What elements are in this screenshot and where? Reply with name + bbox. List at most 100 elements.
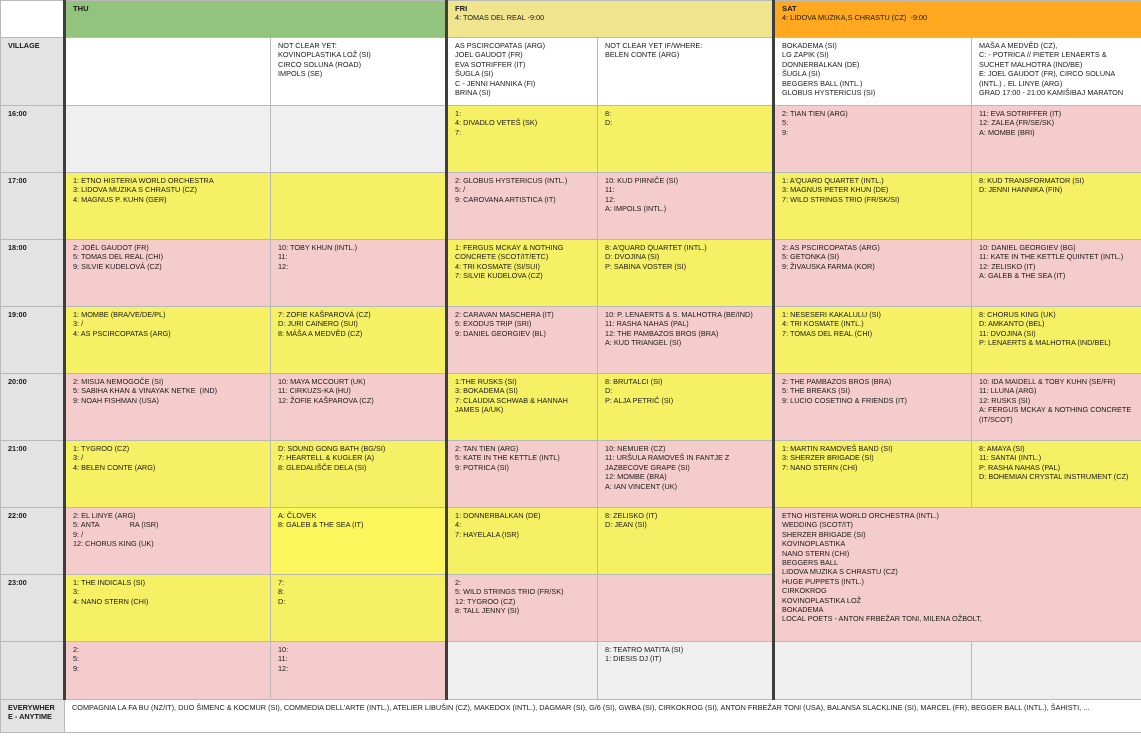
cell: 10: 11: 12: — [269, 641, 448, 700]
act-entry: D: JEAN (SI) — [605, 520, 647, 530]
act-entry: 11: DVOJINA (SI) — [979, 328, 1036, 338]
time-row: 22:00 2: EL LINYE (ARG) 5: ANTA RA (ISR) 9… — [0, 507, 1141, 642]
time-label: 16:00 — [0, 105, 65, 173]
everywhere-label: EVERYWHER E - ANYTIME — [0, 699, 65, 733]
act-entry: 1: A'QUARD QUARTET (INTL.) — [782, 176, 884, 185]
act-entry: 9: LUCIO COSETINO & FRIENDS (IT) — [782, 395, 907, 405]
act-entry: 2: EL LINYE (ARG) — [73, 511, 136, 520]
act-entry: LG ZAPIK (SI) — [782, 50, 829, 60]
day-name-thu: THU — [73, 4, 89, 13]
act-entry: P: SABINA VOSTER (SI) — [605, 261, 687, 271]
act-entry: 8: KUD TRANSFORMATOR (SI) — [979, 176, 1085, 185]
cell — [772, 641, 973, 700]
act-entry: 7: HEARTELL & KUGLER (A) — [278, 453, 375, 463]
act-entry: D: SOUND GONG BATH (BG/SI) — [278, 444, 386, 453]
time-label: 23:00 — [0, 574, 65, 642]
act-entry: 2: THE PAMBAZOS BROS (BRA) — [782, 377, 892, 386]
act-entry: 3: SHERZER BRIGADE (SI) — [782, 453, 874, 463]
act-entry: 8: AMAYA (SI) — [979, 444, 1025, 453]
act-entry: 7: — [455, 127, 462, 137]
cell: 8: TEATRO MATITA (SI) 1: DIESIS DJ (IT) — [597, 641, 775, 700]
cell — [445, 641, 599, 700]
act-entry: CIRCO SOLUNA (ROAD) — [278, 59, 362, 69]
act-entry: GLOBUS HYSTERICUS (SI) — [782, 88, 876, 98]
act-entry: 2: — [73, 645, 80, 654]
act-entry: 5: ANTA RA (ISR) — [73, 520, 159, 530]
act-entry: 11: — [278, 252, 288, 262]
cell: 1: MOMBE (BRA/VE/DE/PL) 3: /4: AS PSCIRCO… — [63, 306, 271, 374]
act-entry: 2: TAN TIEN (ARG) — [455, 444, 519, 453]
cell: MAŠA A MEDVĚD (CZ), C: - POTRICA // PIETE… — [971, 37, 1141, 106]
act-entry: ETNO HISTERIA WORLD ORCHESTRA (INTL.) — [782, 511, 939, 520]
act-entry: 8: — [278, 587, 285, 597]
act-entry: 1: DIESIS DJ (IT) — [605, 654, 662, 664]
act-entry: 11: RASHA NAHAS (PAL) — [605, 319, 689, 329]
act-entry: 12: — [278, 261, 289, 271]
act-entry: 5: / — [455, 185, 466, 195]
cell: 10: TOBY KHUN (INTL.) 11: 12: — [269, 239, 448, 307]
cell: 2: TAN TIEN (ARG) 5: KATE IN THE KETTLE (… — [445, 440, 599, 508]
act-entry: 3: / — [73, 319, 84, 329]
act-entry: BELEN CONTE (ARG) — [605, 50, 680, 60]
cell — [63, 105, 271, 173]
act-entry: 5: — [73, 654, 80, 664]
day-name-fri: FRI — [455, 4, 468, 13]
cell: 8: AMAYA (SI) 11: SANTAI (INTL.) P: RASHA … — [971, 440, 1141, 508]
act-entry: 9: DANIEL GEORGIEV (BL) — [455, 328, 546, 338]
act-entry: 11: EVA SOTRIFFER (IT) — [979, 109, 1062, 118]
act-entry: 10: P. LENAERTS & S. MALHOTRA (BE/IND) — [605, 310, 753, 319]
act-entry: D: — [605, 386, 613, 396]
cell: D: SOUND GONG BATH (BG/SI) 7: HEARTELL & … — [269, 440, 448, 508]
act-entry: 11: — [605, 185, 615, 195]
act-entry: SHERZER BRIGADE (SI) — [782, 529, 866, 539]
act-entry: 12: — [605, 194, 616, 204]
cell: 1: ETNO HISTERIA WORLD ORCHESTRA 3: LIDOV… — [63, 172, 271, 240]
cell: 2: CARAVAN MASCHERA (IT) 5: EXODUS TRIP (… — [445, 306, 599, 374]
time-label: 19:00 — [0, 306, 65, 374]
cell: AS PSCIRCOPATAS (ARG) JOEL GAUDOT (FR) EVA… — [445, 37, 599, 106]
act-entry: 4: DIVADLO VETEŠ (SK) — [455, 118, 538, 128]
act-entry: 4: BELEN CONTE (ARG) — [73, 462, 156, 472]
cell: 2: MISIJA NEMOGOČE (SI) 5: SABIHA KHAN & … — [63, 373, 271, 441]
act-entry: 7: CLAUDIA SCHWAB & HANNAH JAMES (A/UK) — [455, 395, 570, 415]
act-entry: 12: RUSKS (SI) — [979, 395, 1031, 405]
act-entry: 10: IDA MAIDELL & TOBY KUHN (SE/FR) — [979, 377, 1116, 386]
time-label: 21:00 — [0, 440, 65, 508]
act-entry: A: ČLOVEK — [278, 511, 317, 520]
village-row: VILLAGE NOT CLEAR YET: KOVINOPLASTIKA LOŽ… — [0, 37, 1141, 106]
act-entry: 4: AS PSCIRCOPATAS (ARG) — [73, 328, 171, 338]
act-entry: 10: DANIEL GEORGIEV (BG) — [979, 243, 1076, 252]
act-entry: 12: ŽOFIE KAŠPAROVA (CZ) — [278, 395, 374, 405]
cell — [597, 574, 775, 642]
cell: 8: A'QUARD QUARTET (INTL.) D: DVOJINA (SI… — [597, 239, 775, 307]
act-entry: 4: — [455, 520, 462, 530]
act-entry: 11: — [278, 654, 288, 664]
act-entry: 1: — [455, 109, 462, 118]
act-entry: 3: — [73, 587, 80, 597]
act-entry: A: FERGUS MCKAY & NOTHING CONCRETE (IT/S… — [979, 405, 1134, 424]
act-entry: 9: POTRICA (SI) — [455, 462, 509, 472]
act-entry: 2: MISIJA NEMOGOČE (SI) — [73, 377, 164, 386]
cell: 1: THE INDICALS (SI) 3: 4: NANO STERN (CHI… — [63, 574, 271, 642]
act-entry: C - JENNI HANNIKA (FI) — [455, 78, 536, 88]
act-entry: D: AMKANTO (BEL) — [979, 319, 1045, 329]
act-entry: 1: ETNO HISTERIA WORLD ORCHESTRA — [73, 176, 214, 185]
act-entry: 8: MÁŠA A MEDVĚD (CZ) — [278, 328, 363, 338]
cell: 2: THE PAMBAZOS BROS (BRA) 5: THE BREAKS … — [772, 373, 973, 441]
act-entry: 11: LLUNA (ARG) — [979, 386, 1037, 396]
act-entry: 8: CHORUS KING (UK) — [979, 310, 1056, 319]
cell: 8: CHORUS KING (UK) D: AMKANTO (BEL) 11: D… — [971, 306, 1141, 374]
act-entry: 8: ZELISKO (IT) — [605, 511, 658, 520]
act-entry: 11: SANTAI (INTL.) — [979, 453, 1042, 463]
act-entry: ŠUGLA (SI) — [782, 69, 821, 79]
cell: 8: KUD TRANSFORMATOR (SI) D: JENNI HANNIK… — [971, 172, 1141, 240]
act-entry: 3: / — [73, 453, 84, 463]
cell: BOKADEMA (SI) LG ZAPIK (SI) DONNERBALKAN (… — [772, 37, 973, 106]
cell — [269, 105, 448, 173]
cell: 1: FERGUS MCKAY & NOTHING CONCRETE (SCOT… — [445, 239, 599, 307]
act-entry: 4: TRI KOSMATE (SI/SUI) — [455, 261, 540, 271]
cell: 7: ZOFIE KAŠPAROVÁ (CZ) D: JURI CAINERO (… — [269, 306, 448, 374]
cell: 8: ZELISKO (IT) D: JEAN (SI) — [597, 507, 775, 575]
act-entry: 4: NANO STERN (CHI) — [73, 596, 149, 606]
cell — [63, 37, 271, 106]
